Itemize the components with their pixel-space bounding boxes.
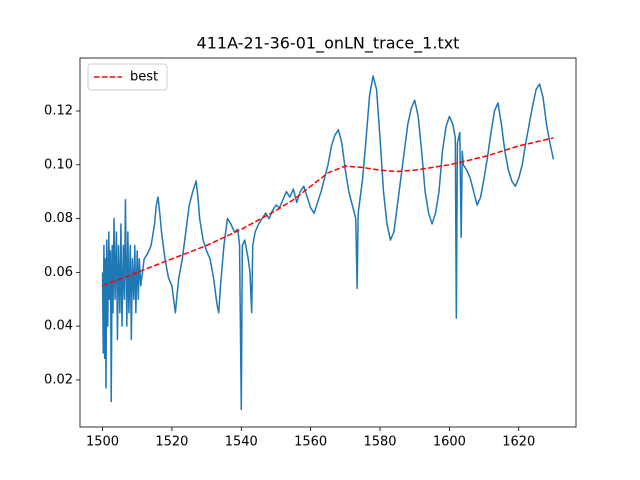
axes-frame: [79, 57, 577, 428]
legend-box: [87, 63, 168, 91]
x-tick-label: 1620: [502, 435, 535, 450]
y-tick-label: 0.10: [44, 157, 73, 172]
y-tick-label: 0.04: [44, 319, 73, 334]
x-tick-label: 1580: [363, 435, 396, 450]
x-tick-label: 1600: [433, 435, 466, 450]
y-tick-label: 0.06: [44, 265, 73, 280]
y-tick-label: 0.08: [44, 211, 73, 226]
y-tick-label: 0.02: [44, 372, 73, 387]
x-tick-label: 1560: [294, 435, 327, 450]
legend-label: best: [130, 70, 158, 85]
x-tick-label: 1500: [86, 435, 119, 450]
plot-area: [101, 75, 555, 411]
x-tick-label: 1520: [155, 435, 188, 450]
x-tick-label: 1540: [225, 435, 258, 450]
data-line: [102, 137, 554, 287]
chart-title: 411A-21-36-01_onLN_trace_1.txt: [197, 34, 460, 54]
y-tick-label: 0.12: [44, 103, 73, 118]
data-line: [101, 75, 555, 411]
